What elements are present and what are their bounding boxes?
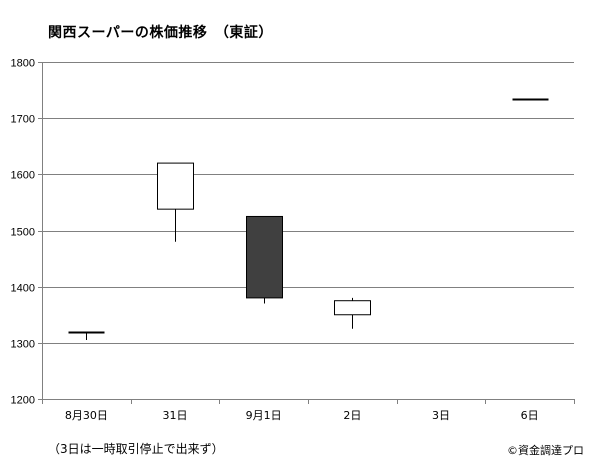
candle-5 [512, 98, 549, 101]
chart-title: 関西スーパーの株価推移 （東証） [48, 25, 273, 41]
x-tick-label-4: 3日 [432, 409, 450, 422]
y-tick-label-1600: 1600 [11, 170, 35, 182]
candle-body-2 [246, 215, 283, 299]
gridlines [42, 62, 574, 344]
copyright-credit: ©資金調達プロ [507, 444, 584, 457]
y-tick-labels: 1200 1300 1400 1500 1600 1700 1800 [11, 58, 35, 407]
y-tick-label-1700: 1700 [11, 114, 35, 126]
candle-3 [334, 297, 371, 329]
candles [68, 98, 549, 341]
candle-0 [68, 331, 105, 341]
candle-2 [246, 215, 283, 304]
y-tick-label-1400: 1400 [11, 283, 35, 295]
x-tick-labels: 8月30日 31日 9月1日 2日 3日 6日 [65, 409, 539, 422]
x-tick-label-5: 6日 [521, 409, 539, 422]
x-tick-label-1: 31日 [163, 409, 188, 422]
y-tick-label-1500: 1500 [11, 227, 35, 239]
x-tick-label-3: 2日 [343, 409, 361, 422]
x-tick-label-0: 8月30日 [65, 409, 108, 422]
x-tick-label-2: 9月1日 [246, 409, 282, 422]
y-tick-label-1800: 1800 [11, 58, 35, 70]
axes [38, 62, 575, 404]
y-tick-label-1300: 1300 [11, 339, 35, 351]
candle-body-3 [334, 300, 371, 316]
y-tick-label-1200: 1200 [11, 395, 35, 407]
footnote: （3日は一時取引停止で出来ず） [48, 442, 224, 456]
candle-1 [157, 162, 194, 242]
candle-body-1 [157, 162, 194, 210]
